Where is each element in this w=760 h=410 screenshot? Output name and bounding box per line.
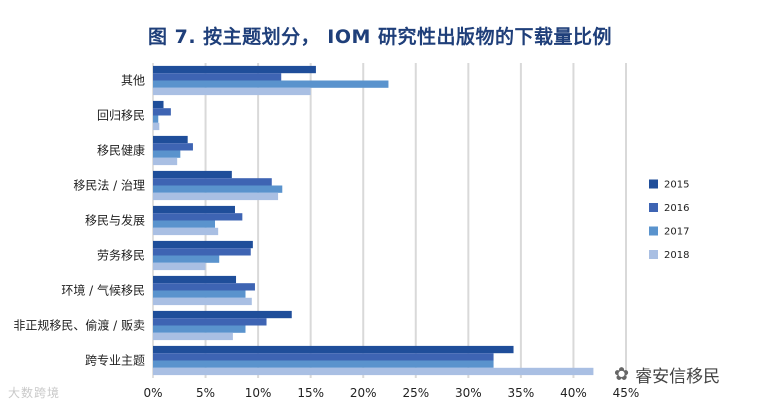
bar bbox=[153, 87, 311, 96]
bar bbox=[153, 283, 255, 291]
x-tick-label: 0% bbox=[143, 386, 162, 400]
x-tick-label: 25% bbox=[402, 386, 429, 400]
category-label: 劳务移民 bbox=[97, 248, 145, 263]
x-tick-label: 40% bbox=[560, 386, 587, 400]
bar bbox=[153, 150, 181, 158]
category-label: 移民法 / 治理 bbox=[73, 179, 145, 193]
bar bbox=[153, 345, 514, 354]
bar bbox=[153, 332, 233, 341]
x-tick-label: 20% bbox=[350, 386, 377, 400]
bar bbox=[153, 143, 193, 151]
bar bbox=[153, 65, 316, 74]
legend-swatch bbox=[649, 250, 658, 259]
bar bbox=[153, 115, 159, 123]
category-label: 其他 bbox=[121, 74, 145, 88]
bar bbox=[153, 240, 253, 249]
x-tick-label: 45% bbox=[613, 386, 640, 400]
bar bbox=[153, 297, 252, 306]
wechat-icon: ✿ bbox=[614, 364, 630, 385]
legend-label: 2015 bbox=[664, 180, 689, 191]
legend-swatch bbox=[649, 179, 658, 189]
bar bbox=[153, 178, 272, 186]
category-label: 环境 / 气候移民 bbox=[61, 283, 145, 298]
category-label: 移民与发展 bbox=[85, 213, 145, 228]
chart-title: 图 7. 按主题划分， IOM 研究性出版物的下载量比例 bbox=[147, 26, 613, 48]
bar bbox=[153, 157, 178, 166]
bar bbox=[153, 73, 282, 81]
legend-label: 2017 bbox=[664, 227, 689, 238]
legend-label: 2016 bbox=[664, 203, 689, 214]
bar bbox=[153, 353, 494, 361]
legend-swatch bbox=[649, 226, 658, 236]
bar bbox=[153, 255, 220, 263]
bar bbox=[153, 213, 243, 221]
bar bbox=[153, 360, 494, 368]
bar bbox=[153, 122, 160, 131]
bar bbox=[153, 205, 235, 214]
bar bbox=[153, 248, 251, 256]
bar bbox=[153, 192, 279, 201]
watermark-right: ✿ 睿安信移民 bbox=[614, 362, 720, 387]
category-label: 跨专业主题 bbox=[85, 353, 145, 368]
bar bbox=[153, 185, 283, 193]
bar bbox=[153, 325, 246, 333]
bar bbox=[153, 318, 267, 326]
x-tick-label: 35% bbox=[508, 386, 535, 400]
x-tick-label: 30% bbox=[455, 386, 482, 400]
bar bbox=[153, 367, 594, 376]
legend-swatch bbox=[649, 203, 658, 212]
x-tick-label: 5% bbox=[196, 386, 215, 400]
bar bbox=[153, 108, 171, 116]
watermark-left: 大数跨境 bbox=[8, 386, 61, 400]
category-label: 回归移民 bbox=[97, 109, 145, 123]
bar bbox=[153, 227, 219, 236]
bar bbox=[153, 220, 216, 228]
category-label: 移民健康 bbox=[97, 143, 145, 158]
bar bbox=[153, 100, 164, 109]
category-label: 非正规移民、偷渡 / 贩卖 bbox=[13, 318, 145, 333]
watermark-right-text: 睿安信移民 bbox=[635, 367, 721, 387]
bar bbox=[153, 275, 237, 284]
bar bbox=[153, 80, 389, 88]
bar bbox=[153, 262, 206, 271]
bar bbox=[153, 170, 232, 179]
bar bbox=[153, 310, 292, 319]
x-tick-label: 15% bbox=[297, 386, 324, 400]
legend-label: 2018 bbox=[664, 250, 689, 261]
x-tick-label: 10% bbox=[245, 386, 272, 400]
bar bbox=[153, 135, 188, 144]
bar bbox=[153, 290, 246, 298]
